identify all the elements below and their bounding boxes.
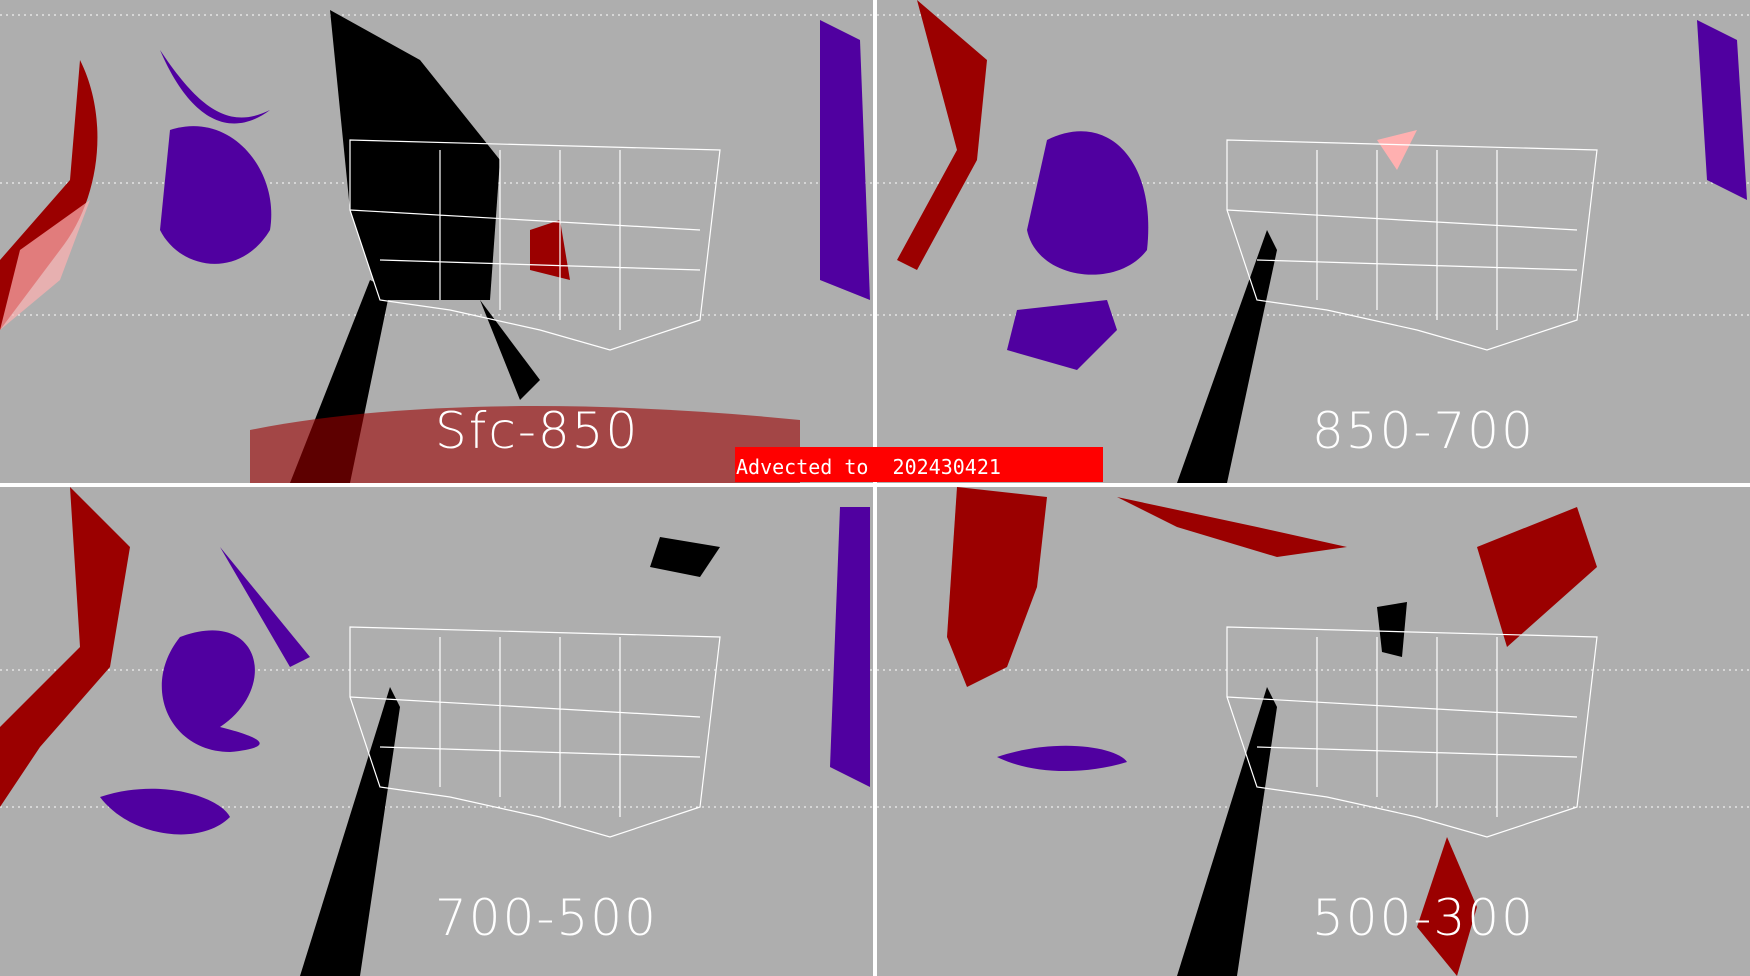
map-sfc-850 [0,10,873,483]
panel-label: 700-500 [435,889,658,947]
map-500-300 [877,487,1750,976]
advected-date-banner: Advected to 202430421 [735,447,1103,482]
horizontal-divider [0,483,1750,487]
panel-label: 850-700 [1312,402,1535,460]
panel-850-700: 850-700 [877,0,1750,483]
panel-label: Sfc-850 [435,402,640,460]
panel-label: 500-300 [1312,889,1535,947]
vertical-divider [873,0,877,976]
panel-sfc-850: Sfc-850 [0,0,873,483]
panel-700-500: 700-500 [0,487,873,976]
panel-500-300: 500-300 [877,487,1750,976]
map-700-500 [0,487,873,976]
map-850-700 [877,0,1750,483]
